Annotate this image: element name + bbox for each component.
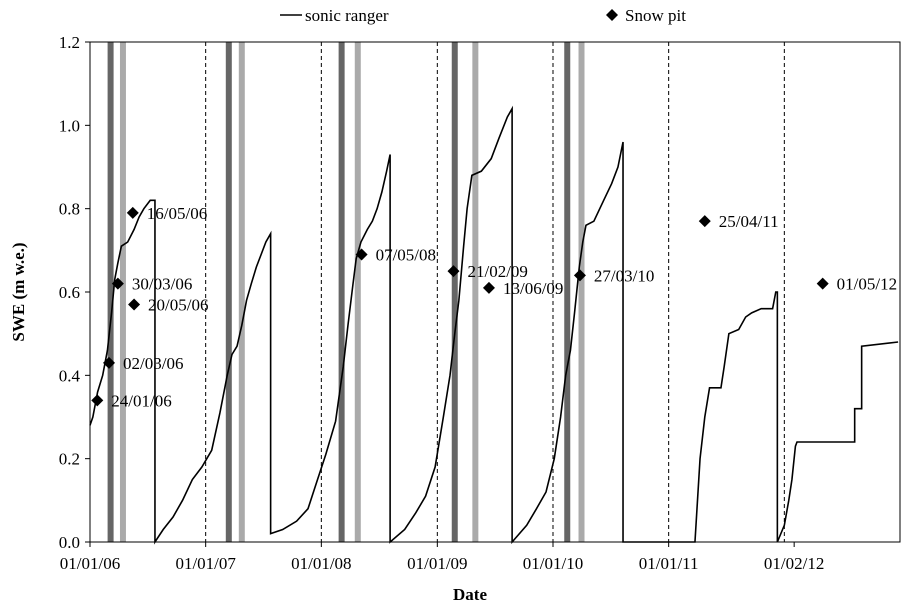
season-bar-4	[338, 42, 345, 542]
snow-pit-label-1: 02/03/06	[123, 354, 183, 373]
season-bar-5	[354, 42, 361, 542]
snow-pit-point-4	[128, 298, 141, 311]
snow-pit-point-8	[573, 269, 586, 282]
y-axis-title: SWE (m w.e.)	[9, 242, 28, 341]
x-tick-label-4: 01/01/10	[523, 554, 583, 573]
x-tick-label-2: 01/01/08	[291, 554, 351, 573]
legend-label-snow-pit: Snow pit	[625, 6, 686, 25]
season-bar-2	[225, 42, 232, 542]
x-tick-label-5: 01/01/11	[639, 554, 699, 573]
y-tick-label-0: 0.0	[59, 533, 80, 552]
snow-pit-point-5	[355, 248, 368, 261]
snow-pit-markers: 24/01/06 02/03/06 30/03/06 16/05/06 20/05/06…	[91, 204, 897, 410]
snow-pit-point-0	[91, 394, 104, 407]
season-bar-0	[107, 42, 114, 542]
snow-pit-label-10: 01/05/12	[837, 275, 897, 294]
y-tick-label-3: 0.6	[59, 283, 80, 302]
plot-frame	[89, 41, 901, 543]
snow-pit-point-10	[816, 277, 829, 290]
snow-pit-label-9: 25/04/11	[719, 212, 779, 231]
legend-label-sonic-ranger: sonic ranger	[305, 6, 389, 25]
season-bars	[107, 42, 585, 542]
snow-pit-point-6	[447, 265, 460, 278]
x-tick-label-6: 01/02/12	[764, 554, 824, 573]
season-bar-3	[238, 42, 245, 542]
season-bar-9	[578, 42, 585, 542]
snow-pit-label-6: 21/02/09	[467, 262, 527, 281]
season-bar-6	[451, 42, 458, 542]
legend: sonic ranger Snow pit	[280, 6, 686, 25]
snow-pit-label-4: 20/05/06	[148, 296, 208, 315]
x-tick-label-1: 01/01/07	[175, 554, 236, 573]
year-divider-lines	[205, 42, 785, 542]
series-layer	[89, 105, 899, 545]
season-bar-7	[472, 42, 479, 542]
snow-pit-label-0: 24/01/06	[111, 391, 171, 410]
snow-pit-point-2	[111, 277, 124, 290]
snow-pit-point-9	[698, 215, 711, 228]
y-tick-label-5: 1.0	[59, 116, 80, 135]
x-axis-title: Date	[453, 585, 487, 604]
y-tick-label-4: 0.8	[59, 200, 80, 219]
snow-pit-point-3	[126, 206, 139, 219]
snow-pit-point-7	[482, 281, 495, 294]
season-bar-1	[119, 42, 126, 542]
x-tick-label-3: 01/01/09	[407, 554, 467, 573]
legend-diamond-icon	[606, 9, 618, 21]
snow-pit-label-5: 07/05/08	[376, 246, 436, 265]
series-line-0	[89, 105, 899, 545]
x-axis-ticks: 01/01/06 01/01/07 01/01/08 01/01/09 01/01/10…	[60, 542, 824, 573]
y-tick-label-2: 0.4	[59, 366, 81, 385]
x-tick-label-0: 01/01/06	[60, 554, 120, 573]
snow-pit-label-8: 27/03/10	[594, 266, 654, 285]
y-axis-ticks: 0.0 0.2 0.4 0.6 0.8 1.0 1.2	[59, 33, 90, 552]
season-bar-8	[564, 42, 571, 542]
y-tick-label-6: 1.2	[59, 33, 80, 52]
snow-pit-label-3: 16/05/06	[147, 204, 207, 223]
snow-pit-point-1	[103, 356, 116, 369]
snow-pit-label-7: 13/06/09	[503, 279, 563, 298]
snow-pit-label-2: 30/03/06	[132, 275, 192, 294]
y-tick-label-1: 0.2	[59, 450, 80, 469]
